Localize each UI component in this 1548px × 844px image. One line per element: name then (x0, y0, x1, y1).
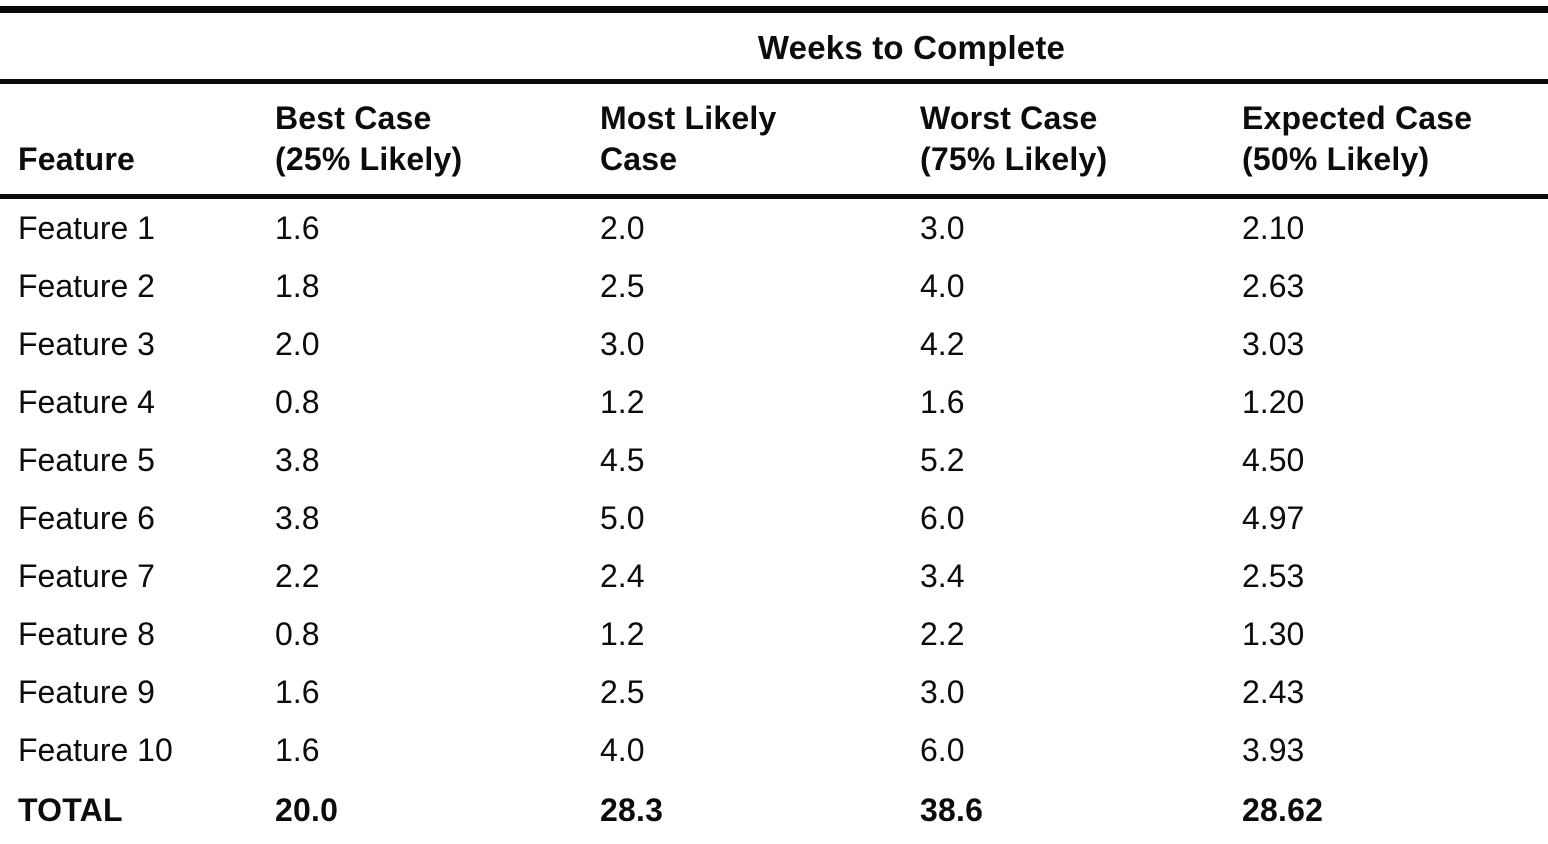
cell-most-likely: 2.4 (600, 558, 645, 594)
table-row: Feature 3 2.0 3.0 4.2 3.03 (0, 315, 1548, 373)
table-row: Feature 9 1.6 2.5 3.0 2.43 (0, 663, 1548, 721)
cell-worst-case: 5.2 (920, 442, 965, 478)
cell-worst-case: 6.0 (920, 732, 965, 768)
table-row: Feature 6 3.8 5.0 6.0 4.97 (0, 489, 1548, 547)
cell-feature: Feature 3 (18, 326, 155, 362)
column-header-feature: Feature (0, 81, 275, 199)
cell-best-case: 2.0 (275, 326, 320, 362)
cell-expected-case: 1.20 (1242, 384, 1305, 420)
cell-best-case: 1.6 (275, 732, 320, 768)
cell-best-case: 0.8 (275, 384, 320, 420)
cell-best-case: 2.2 (275, 558, 320, 594)
column-header-worst-case: Worst Case (75% Likely) (920, 81, 1242, 199)
cell-most-likely: 4.0 (600, 732, 645, 768)
cell-worst-case: 3.0 (920, 674, 965, 710)
column-header-row: Feature Best Case (25% Likely) Most Like… (0, 81, 1548, 199)
total-most-likely: 28.3 (600, 792, 664, 828)
table-row: Feature 4 0.8 1.2 1.6 1.20 (0, 373, 1548, 431)
table-row: Feature 1 1.6 2.0 3.0 2.10 (0, 197, 1548, 258)
cell-worst-case: 1.6 (920, 384, 965, 420)
cell-best-case: 0.8 (275, 616, 320, 652)
cell-best-case: 3.8 (275, 442, 320, 478)
table-total-row: TOTAL 20.0 28.3 38.6 28.62 (0, 779, 1548, 844)
cell-best-case: 3.8 (275, 500, 320, 536)
span-header-row: Weeks to Complete (0, 9, 1548, 84)
cell-expected-case: 4.97 (1242, 500, 1305, 536)
cell-feature: Feature 5 (18, 442, 155, 478)
column-header-feature-label: Feature (18, 141, 135, 177)
cell-worst-case: 2.2 (920, 616, 965, 652)
cell-feature: Feature 7 (18, 558, 155, 594)
cell-most-likely: 2.5 (600, 268, 645, 304)
cell-worst-case: 3.4 (920, 558, 965, 594)
cell-worst-case: 3.0 (920, 210, 965, 246)
cell-feature: Feature 4 (18, 384, 155, 420)
cell-best-case: 1.6 (275, 674, 320, 710)
cell-feature: Feature 8 (18, 616, 155, 652)
cell-expected-case: 2.63 (1242, 268, 1305, 304)
cell-expected-case: 2.53 (1242, 558, 1305, 594)
cell-most-likely: 3.0 (600, 326, 645, 362)
cell-most-likely: 2.5 (600, 674, 645, 710)
table-row: Feature 10 1.6 4.0 6.0 3.93 (0, 721, 1548, 779)
cell-expected-case: 3.93 (1242, 732, 1305, 768)
cell-feature: Feature 9 (18, 674, 155, 710)
total-worst-case: 38.6 (920, 792, 984, 828)
cell-expected-case: 2.10 (1242, 210, 1305, 246)
cell-feature: Feature 1 (18, 210, 155, 246)
cell-expected-case: 4.50 (1242, 442, 1305, 478)
cell-worst-case: 4.2 (920, 326, 965, 362)
total-expected-case: 28.62 (1242, 792, 1324, 828)
cell-feature: Feature 10 (18, 732, 173, 768)
table-row: Feature 7 2.2 2.4 3.4 2.53 (0, 547, 1548, 605)
cell-feature: Feature 6 (18, 500, 155, 536)
table-span-header: Weeks to Complete (275, 9, 1548, 84)
cell-feature: Feature 2 (18, 268, 155, 304)
cell-best-case: 1.6 (275, 210, 320, 246)
span-header-spacer (0, 9, 275, 84)
estimation-table: Weeks to Complete Feature Best Case (25%… (0, 6, 1548, 844)
column-header-most-likely: Most Likely Case (600, 81, 920, 199)
cell-most-likely: 5.0 (600, 500, 645, 536)
cell-expected-case: 3.03 (1242, 326, 1305, 362)
cell-worst-case: 4.0 (920, 268, 965, 304)
cell-worst-case: 6.0 (920, 500, 965, 536)
table-row: Feature 5 3.8 4.5 5.2 4.50 (0, 431, 1548, 489)
cell-best-case: 1.8 (275, 268, 320, 304)
table-row: Feature 8 0.8 1.2 2.2 1.30 (0, 605, 1548, 663)
cell-expected-case: 2.43 (1242, 674, 1305, 710)
cell-most-likely: 2.0 (600, 210, 645, 246)
table-row: Feature 2 1.8 2.5 4.0 2.63 (0, 257, 1548, 315)
column-header-expected-case: Expected Case (50% Likely) (1242, 81, 1548, 199)
total-best-case: 20.0 (275, 792, 339, 828)
cell-most-likely: 1.2 (600, 384, 645, 420)
column-header-best-case: Best Case (25% Likely) (275, 81, 600, 199)
total-label: TOTAL (18, 792, 123, 828)
cell-most-likely: 4.5 (600, 442, 645, 478)
cell-expected-case: 1.30 (1242, 616, 1305, 652)
cell-most-likely: 1.2 (600, 616, 645, 652)
